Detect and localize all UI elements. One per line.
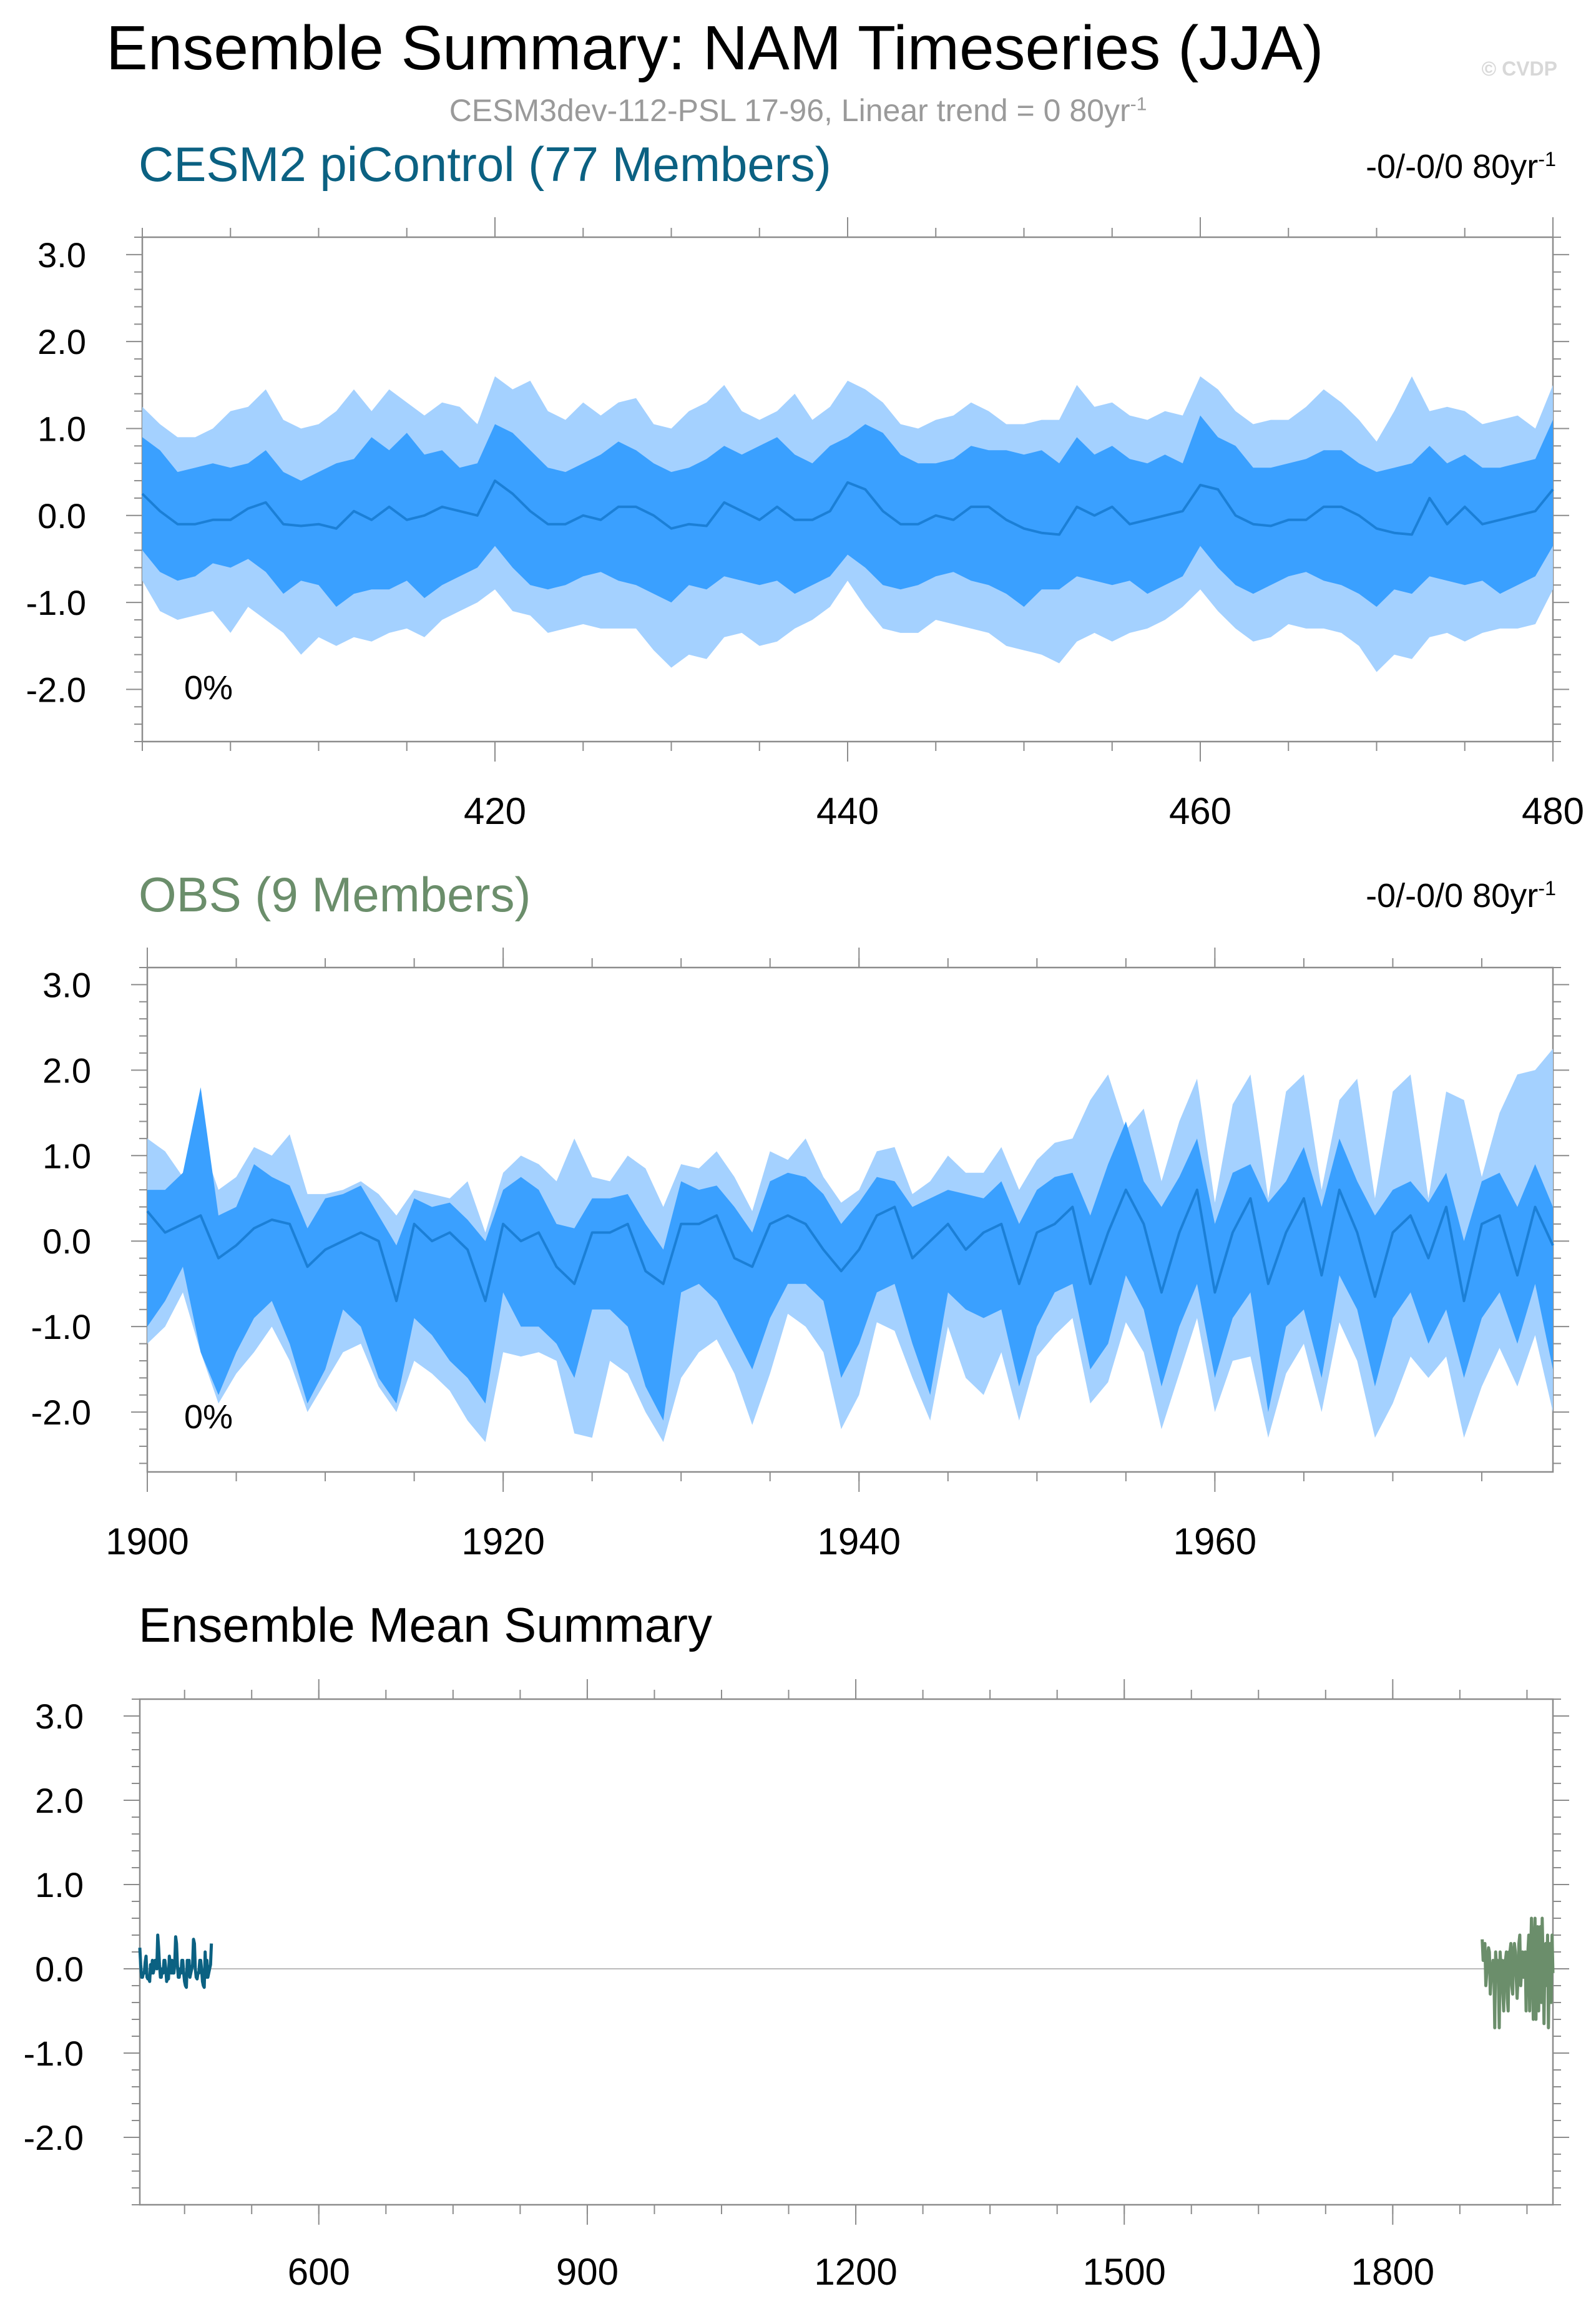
panel2-trend-exponent: -1 [1538,877,1556,900]
x-tick-label: 460 [1169,790,1231,832]
x-tick-label: 900 [556,2251,619,2293]
x-tick-label: 1900 [105,1521,188,1562]
x-tick-label: 1960 [1173,1521,1256,1562]
x-tick-label: 1940 [818,1521,901,1562]
x-tick-label: 600 [288,2251,350,2293]
y-tick-label: 0.0 [35,1949,84,1989]
y-tick-label: 2.0 [42,1051,91,1090]
percent-label: 0% [184,1398,233,1436]
mean-summary-panel: 3.0 2.0 1.0 0.0 -1.0 -2.0 600 900 1200 1500 1800 [24,1679,1569,2293]
y-tick-label: -1.0 [24,2034,84,2073]
plot-frame [139,1698,1554,2206]
obs-mean-series [1481,1916,1555,2029]
y-tick-label: -2.0 [31,1393,92,1432]
y-tick-label: 3.0 [35,1697,84,1736]
y-tick-label: -2.0 [24,2118,84,2157]
ensemble-mean-line [141,479,1554,536]
y-tick-label: 1.0 [35,1865,84,1905]
subtitle-text: CESM3dev-112-PSL 17-96, Linear trend = 0… [449,93,1130,128]
y-tick-label: 1.0 [37,409,86,448]
y-tick-label: 0.0 [42,1222,91,1261]
y-tick-label: -1.0 [26,583,87,622]
panel2-trend-text: -0/-0/0 80yr [1366,877,1539,914]
panel1-trend-exponent: -1 [1538,148,1556,170]
x-tick-label: 1920 [461,1521,544,1562]
x-tick-label: 420 [464,790,526,832]
y-tick-label: 0.0 [37,496,86,536]
panel1-trend-label: -0/-0/0 80yr-1 [1366,147,1556,186]
panel3-title: Ensemble Mean Summary [139,1597,713,1652]
panel1-trend-text: -0/-0/0 80yr [1366,148,1539,185]
y-tick-label: 2.0 [35,1781,84,1820]
panel2-trend-label: -0/-0/0 80yr-1 [1366,876,1556,915]
x-tick-label: 480 [1522,790,1584,832]
panel2-title: OBS (9 Members) [139,867,531,922]
y-tick-label: 3.0 [37,235,86,275]
y-tick-label: -1.0 [31,1307,92,1346]
y-tick-label: -2.0 [26,670,87,709]
cesm-mean-series [138,1933,213,1989]
inner-spread-band [142,415,1553,607]
ensemble-mean-line [146,1189,1554,1303]
obs-panel: 3.0 2.0 1.0 0.0 -1.0 -2.0 1900 1920 1940 1960 0% [31,948,1569,1562]
figure-subtitle: CESM3dev-112-PSL 17-96, Linear trend = 0… [0,92,1596,129]
inner-spread-band [147,1087,1553,1421]
percent-label: 0% [184,669,233,707]
x-tick-label: 1800 [1351,2251,1434,2293]
x-tick-label: 440 [816,790,879,832]
cesm-panel: 3.0 2.0 1.0 0.0 -1.0 -2.0 420 440 460 480 0% [26,217,1584,832]
y-tick-label: 2.0 [37,322,86,361]
y-tick-label: 3.0 [42,965,91,1004]
subtitle-exponent: -1 [1130,94,1147,115]
panel1-title: CESM2 piControl (77 Members) [139,137,831,192]
x-tick-label: 1200 [814,2251,897,2293]
figure-title: Ensemble Summary: NAM Timeseries (JJA) [106,13,1324,83]
cvdp-watermark: © CVDP [1481,57,1557,80]
y-tick-label: 1.0 [42,1136,91,1175]
x-tick-label: 1500 [1082,2251,1165,2293]
